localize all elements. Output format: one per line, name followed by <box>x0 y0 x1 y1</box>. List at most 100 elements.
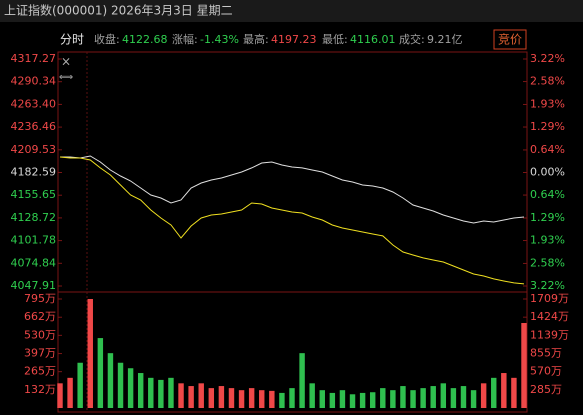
y-tick-label: 4317.27 <box>11 52 57 65</box>
y2-tick-label: 0.00% <box>530 166 565 179</box>
volume-bar <box>188 386 194 408</box>
volume-bar <box>67 377 73 408</box>
header-bar <box>0 0 583 22</box>
y-tick-label: 4128.72 <box>11 211 57 224</box>
high-label: 最高: <box>243 32 269 46</box>
volume-bar <box>390 390 396 408</box>
volume-bar <box>491 377 497 408</box>
volume-bar <box>269 390 275 408</box>
volume-bar <box>430 386 436 408</box>
y-tick-label: 4209.53 <box>11 143 57 156</box>
y2-tick-label: 1709万 <box>530 292 569 305</box>
volume-bar <box>511 377 517 408</box>
y-tick-label: 265万 <box>24 365 56 378</box>
y2-tick-label: 570万 <box>530 365 562 378</box>
y2-tick-label: 0.64% <box>530 188 565 201</box>
volume-bar <box>289 388 295 408</box>
y-tick-label: 4074.84 <box>11 256 57 269</box>
turnover-label: 成交: <box>399 32 425 46</box>
mode-label[interactable]: 分时 <box>60 33 84 47</box>
y2-tick-label: 2.58% <box>530 75 565 88</box>
close-value: 4122.68 <box>122 33 168 46</box>
y2-tick-label: 0.64% <box>530 143 565 156</box>
volume-bar <box>460 386 467 408</box>
expand-icon[interactable]: ⟺ <box>59 72 73 83</box>
y-tick-label: 4182.59 <box>11 166 57 179</box>
low-label: 最低: <box>322 33 348 46</box>
y2-tick-label: 3.22% <box>530 279 565 292</box>
y2-tick-label: 855万 <box>530 346 562 359</box>
volume-bar <box>440 383 447 408</box>
y2-tick-label: 3.22% <box>530 52 565 65</box>
volume-bar <box>57 383 63 408</box>
plot-frame <box>57 51 528 413</box>
volume-bar <box>339 390 346 408</box>
volume-bar <box>107 353 114 408</box>
price-line <box>60 155 525 224</box>
volume-bar <box>168 377 174 408</box>
volume-bar <box>137 373 144 408</box>
volume-bar <box>238 390 245 408</box>
volume-bar <box>127 368 134 408</box>
turnover-value: 9.21亿 <box>427 33 463 46</box>
volume-bar <box>501 373 507 408</box>
y2-tick-label: 1424万 <box>530 310 569 323</box>
auction-button[interactable] <box>493 29 527 50</box>
volume-bar <box>349 394 356 408</box>
volume-bar <box>148 377 154 408</box>
y-tick-label: 4290.34 <box>11 75 57 88</box>
y-tick-label: 662万 <box>24 310 56 323</box>
y2-tick-label: 1.29% <box>530 120 565 133</box>
volume-bar <box>521 322 527 408</box>
y-tick-label: 4155.65 <box>11 188 57 201</box>
volume-bar <box>218 386 225 408</box>
volume-bar <box>87 299 93 408</box>
plot-layer: 4317.27 4290.34 4263.40 4236.46 4209.53 4182.… <box>11 52 569 408</box>
y-tick-label: 795万 <box>24 292 56 305</box>
y-tick-label: 132万 <box>24 383 56 396</box>
volume-bar <box>158 379 164 408</box>
volume-bar <box>480 383 487 408</box>
y-tick-label: 530万 <box>24 328 56 341</box>
y2-tick-label: 1.93% <box>530 234 565 247</box>
volume-bar <box>410 390 416 408</box>
close-label: 收盘: <box>94 32 120 46</box>
header-title: 上证指数(000001) 2026年3月3日 星期二 <box>4 3 233 18</box>
high-value: 4197.23 <box>271 33 317 46</box>
y-tick-label: 397万 <box>24 347 56 360</box>
y2-tick-label: 1.29% <box>530 211 565 224</box>
volume-bar <box>198 383 204 408</box>
volume-bar <box>117 362 124 408</box>
volume-bar <box>208 388 215 408</box>
volume-bar <box>309 383 315 408</box>
y-tick-label: 4263.40 <box>11 97 57 110</box>
volume-bar <box>359 392 366 408</box>
volume-bar <box>77 362 83 408</box>
volume-bar <box>470 390 477 408</box>
volume-bar <box>420 388 426 408</box>
volume-bar <box>259 390 265 408</box>
volume-bar <box>279 392 285 408</box>
y-tick-label: 4047.91 <box>11 279 57 292</box>
volume-bar <box>319 390 325 408</box>
change-label: 涨幅: <box>172 33 198 46</box>
y-tick-label: 4236.46 <box>11 120 57 133</box>
volume-bar <box>299 353 305 408</box>
close-icon[interactable]: × <box>61 55 71 69</box>
low-value: 4116.01 <box>350 33 396 46</box>
volume-bar <box>248 388 255 408</box>
volume-bar <box>228 388 235 408</box>
y2-tick-label: 1.93% <box>530 97 565 110</box>
volume-bar <box>178 383 184 408</box>
y2-tick-label: 285万 <box>530 383 562 396</box>
volume-bar <box>450 388 457 408</box>
y2-tick-label: 2.58% <box>530 256 565 269</box>
volume-bar <box>369 392 376 408</box>
y-tick-label: 4101.78 <box>11 234 57 247</box>
auction-label[interactable]: 竞价 <box>498 33 522 47</box>
y2-tick-label: 1139万 <box>530 328 569 341</box>
price-line <box>59 156 525 285</box>
volume-bar <box>380 388 386 408</box>
